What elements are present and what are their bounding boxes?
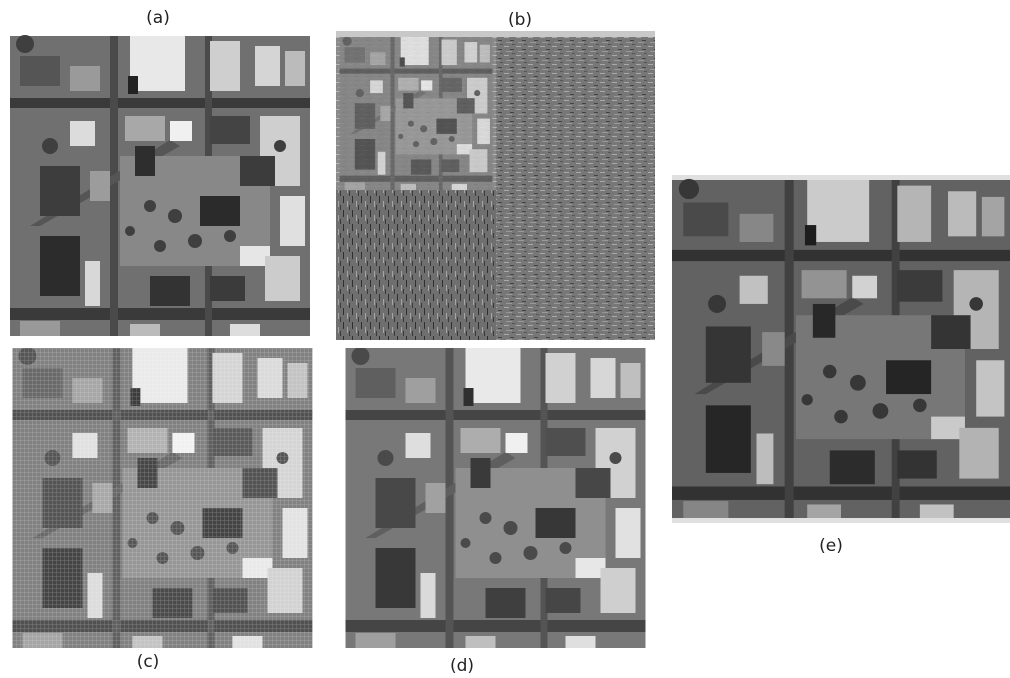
figure: (a) (b) (c) (d) (e) bbox=[0, 0, 1010, 678]
image-d bbox=[336, 347, 655, 648]
image-c bbox=[10, 347, 315, 648]
panel-label: (a) bbox=[146, 8, 170, 28]
panel-label: (c) bbox=[137, 652, 160, 672]
image-a bbox=[10, 35, 310, 336]
image-e bbox=[672, 175, 1010, 523]
panel-label: (b) bbox=[508, 10, 532, 30]
page: (a) (b) (c) (d) (e) (() => { const data … bbox=[0, 0, 1010, 678]
image-b bbox=[336, 31, 655, 340]
panel-label: (e) bbox=[819, 536, 843, 556]
panel-label: (d) bbox=[450, 656, 474, 676]
